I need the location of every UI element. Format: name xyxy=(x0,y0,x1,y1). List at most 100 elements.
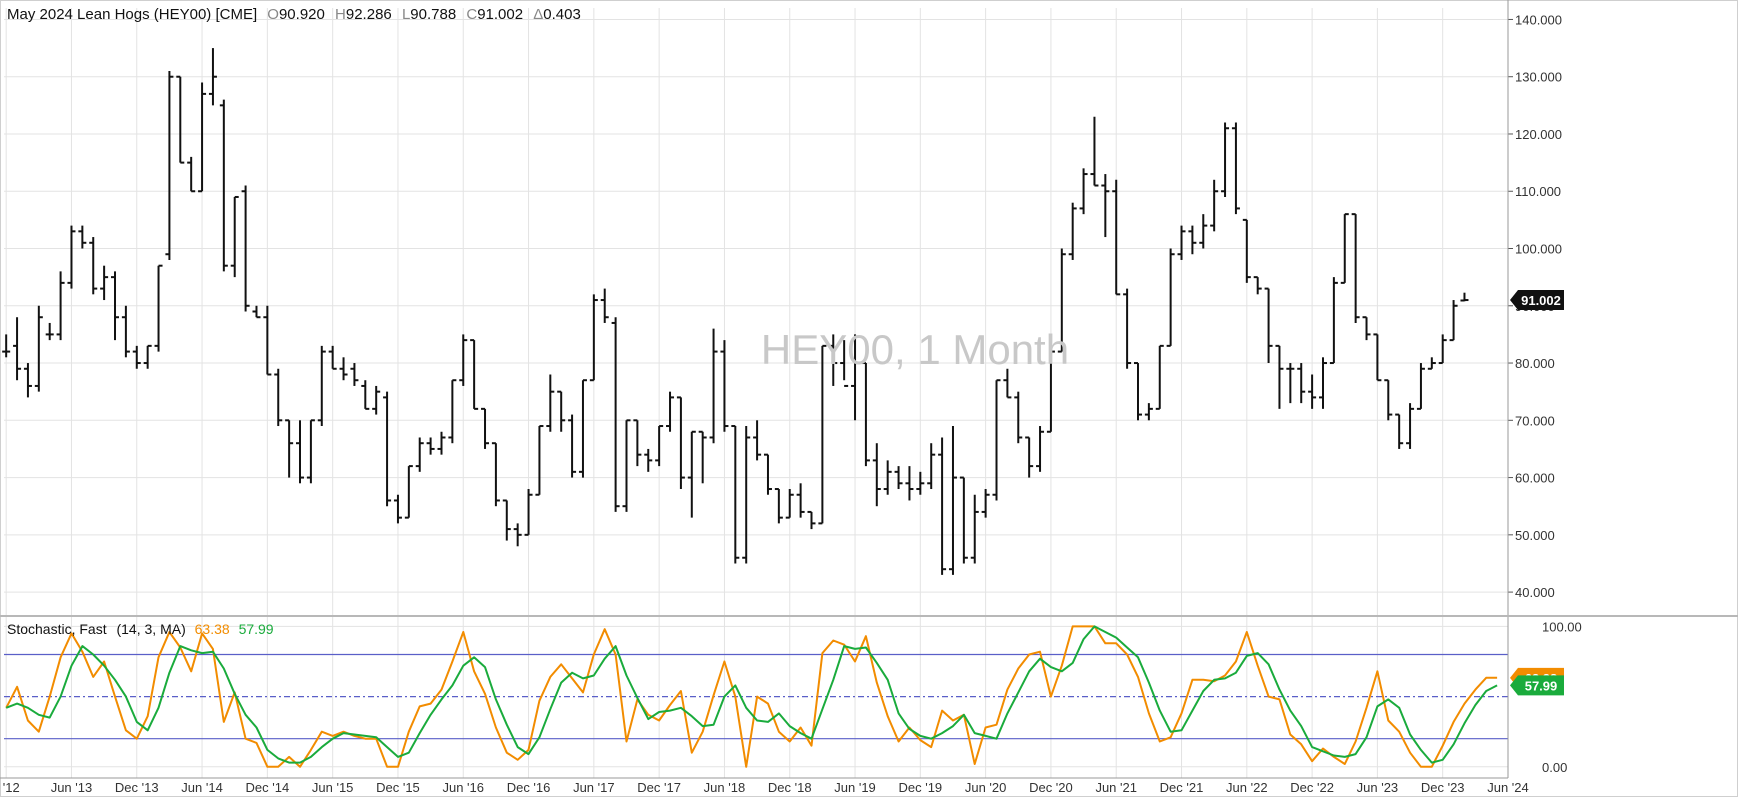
ohlc-bar[interactable] xyxy=(709,328,718,444)
ohlc-bar[interactable] xyxy=(470,339,479,410)
ohlc-bar[interactable] xyxy=(372,385,381,415)
ohlc-bar[interactable] xyxy=(687,430,696,518)
ohlc-bar[interactable] xyxy=(698,430,707,484)
ohlc-bar[interactable] xyxy=(807,510,816,530)
ohlc-bar[interactable] xyxy=(981,489,990,518)
ohlc-bar[interactable] xyxy=(1036,426,1045,472)
ohlc-bar[interactable] xyxy=(720,340,729,432)
ohlc-bar[interactable] xyxy=(361,380,370,410)
ohlc-bar[interactable] xyxy=(241,185,250,312)
ohlc-bar[interactable] xyxy=(763,453,772,495)
ohlc-bar[interactable] xyxy=(1384,379,1393,421)
ohlc-bar[interactable] xyxy=(600,288,609,323)
ohlc-bar[interactable] xyxy=(676,396,685,490)
ohlc-bar[interactable] xyxy=(1221,122,1230,197)
stochastic-lines[interactable] xyxy=(5,625,1498,768)
ohlc-bar[interactable] xyxy=(459,334,468,386)
ohlc-bar[interactable] xyxy=(132,345,141,369)
ohlc-bar[interactable] xyxy=(1025,436,1034,478)
ohlc-bar[interactable] xyxy=(1264,287,1273,364)
ohlc-bar[interactable] xyxy=(753,420,762,461)
ohlc-bar[interactable] xyxy=(883,460,892,495)
ohlc-bar[interactable] xyxy=(1133,362,1142,421)
ohlc-bar[interactable] xyxy=(557,390,566,432)
ohlc-bar[interactable] xyxy=(404,465,413,519)
ohlc-bar[interactable] xyxy=(578,379,587,478)
ohlc-bar[interactable] xyxy=(894,466,903,490)
ohlc-bar[interactable] xyxy=(546,374,555,432)
ohlc-bar[interactable] xyxy=(491,442,500,507)
ohlc-bar[interactable] xyxy=(829,334,838,386)
ohlc-bar[interactable] xyxy=(1046,350,1055,433)
ohlc-bar[interactable] xyxy=(633,419,642,467)
ohlc-bar[interactable] xyxy=(176,75,185,164)
ohlc-bar[interactable] xyxy=(916,471,925,495)
ohlc-bar[interactable] xyxy=(502,499,511,541)
ohlc-bar[interactable] xyxy=(219,99,228,272)
ohlc-bar[interactable] xyxy=(1231,122,1240,215)
ohlc-bar[interactable] xyxy=(296,420,305,484)
ohlc-bar[interactable] xyxy=(1297,363,1306,404)
ohlc-bar[interactable] xyxy=(481,407,490,449)
ohlc-bar[interactable] xyxy=(1340,213,1349,284)
ohlc-bar[interactable] xyxy=(840,340,849,387)
ohlc-bar[interactable] xyxy=(1395,413,1404,449)
ohlc-bar[interactable] xyxy=(263,305,272,376)
ohlc-bar[interactable] xyxy=(1177,225,1186,260)
ohlc-bar[interactable] xyxy=(535,425,544,496)
ohlc-bar[interactable] xyxy=(644,448,653,472)
ohlc-bar[interactable] xyxy=(208,48,217,106)
ohlc-bar[interactable] xyxy=(948,426,957,575)
ohlc-bar[interactable] xyxy=(655,425,664,467)
ohlc-bar[interactable] xyxy=(121,305,130,358)
ohlc-bar[interactable] xyxy=(2,334,11,358)
ohlc-bar[interactable] xyxy=(818,344,827,525)
ohlc-bar[interactable] xyxy=(568,414,577,478)
ohlc-bar[interactable] xyxy=(67,225,76,289)
ohlc-bar[interactable] xyxy=(1427,357,1436,370)
ohlc-bar[interactable] xyxy=(513,523,522,547)
ohlc-bar[interactable] xyxy=(154,264,163,352)
ohlc-bar[interactable] xyxy=(1286,363,1295,404)
ohlc-bar[interactable] xyxy=(1155,344,1164,410)
ohlc-bar[interactable] xyxy=(1210,179,1219,232)
ohlc-bar[interactable] xyxy=(622,419,631,512)
ohlc-bar[interactable] xyxy=(666,391,675,432)
stoch-d-line[interactable] xyxy=(5,625,1498,764)
ohlc-bar[interactable] xyxy=(89,237,98,295)
ohlc-bars[interactable] xyxy=(2,48,1469,575)
ohlc-bar[interactable] xyxy=(426,437,435,455)
ohlc-bar[interactable] xyxy=(1199,214,1208,249)
ohlc-bar[interactable] xyxy=(1068,202,1077,260)
ohlc-bar[interactable] xyxy=(992,379,1001,501)
ohlc-bar[interactable] xyxy=(1188,225,1197,255)
stoch-k-line[interactable] xyxy=(5,625,1498,768)
ohlc-bar[interactable] xyxy=(970,494,979,564)
ohlc-bar[interactable] xyxy=(851,334,860,421)
ohlc-bar[interactable] xyxy=(437,431,446,455)
ohlc-bar[interactable] xyxy=(1090,116,1099,187)
ohlc-bar[interactable] xyxy=(165,70,174,260)
ohlc-bar[interactable] xyxy=(1329,277,1338,365)
ohlc-bar[interactable] xyxy=(1416,363,1425,410)
ohlc-bar[interactable] xyxy=(1438,334,1447,365)
ohlc-bar[interactable] xyxy=(252,305,261,319)
ohlc-bar[interactable] xyxy=(524,489,533,536)
ohlc-bar[interactable] xyxy=(927,443,936,490)
ohlc-bar[interactable] xyxy=(198,82,207,193)
ohlc-bar[interactable] xyxy=(796,483,805,518)
ohlc-bar[interactable] xyxy=(187,156,196,193)
ohlc-bar[interactable] xyxy=(100,265,109,301)
ohlc-bar[interactable] xyxy=(415,437,424,472)
ohlc-bar[interactable] xyxy=(1362,316,1371,341)
ohlc-bar[interactable] xyxy=(339,357,348,381)
ohlc-bar[interactable] xyxy=(448,379,457,444)
ohlc-bar[interactable] xyxy=(1351,213,1360,323)
ohlc-bar[interactable] xyxy=(1123,288,1132,369)
ohlc-bar[interactable] xyxy=(1406,403,1415,449)
ohlc-bar[interactable] xyxy=(78,225,87,249)
ohlc-bar[interactable] xyxy=(1449,300,1458,342)
ohlc-bar[interactable] xyxy=(1373,333,1382,382)
ohlc-bar[interactable] xyxy=(1308,374,1317,409)
